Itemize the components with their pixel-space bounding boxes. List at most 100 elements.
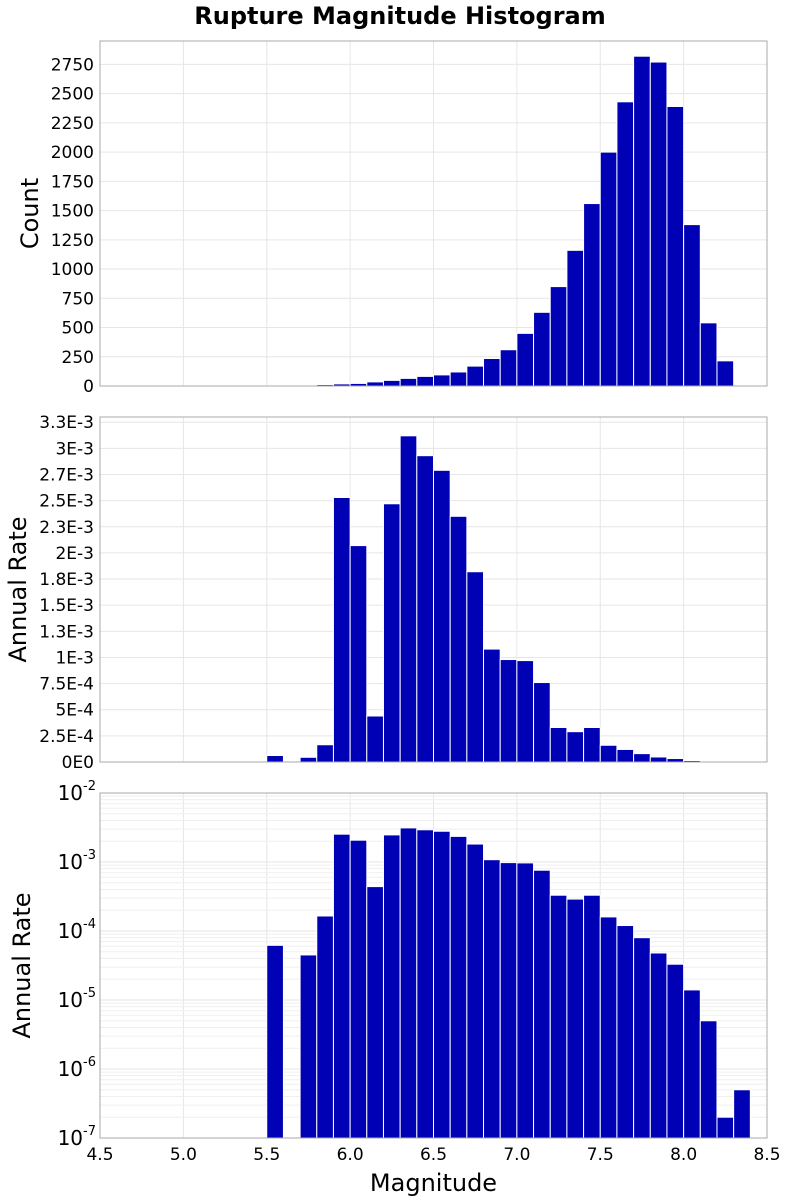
histogram-bar xyxy=(382,834,401,1139)
histogram-bar xyxy=(416,455,435,763)
y-tick-label: 7.5E-4 xyxy=(39,675,94,695)
histogram-bar xyxy=(566,731,585,763)
histogram-bar xyxy=(533,682,551,763)
plot-frame xyxy=(99,40,768,387)
histogram-bar xyxy=(349,839,368,1139)
y-tick-base: 10 xyxy=(58,988,83,1012)
histogram-bar xyxy=(366,381,384,387)
y-tick-label: 1500 xyxy=(51,202,94,222)
histogram-bar xyxy=(649,952,668,1139)
x-tick-label: 6.5 xyxy=(420,1145,447,1165)
histogram-bar xyxy=(549,727,568,763)
y-axis-label: Annual Rate xyxy=(8,892,36,1038)
histogram-bar xyxy=(633,55,651,387)
histogram-bar xyxy=(583,727,601,763)
histogram-bar xyxy=(416,829,435,1139)
histogram-bar xyxy=(466,571,485,763)
y-tick-exponent: -6 xyxy=(83,1055,96,1070)
histogram-bar xyxy=(616,925,635,1139)
y-tick-base: 10 xyxy=(58,850,83,874)
histogram-bar xyxy=(332,497,351,763)
y-tick-label: 0 xyxy=(83,377,94,397)
histogram-bar xyxy=(516,862,535,1139)
histogram-bar xyxy=(433,469,451,763)
histogram-bar xyxy=(716,360,735,387)
x-tick-label: 8.0 xyxy=(670,1145,697,1165)
y-tick-base: 10 xyxy=(58,919,83,943)
histogram-bar xyxy=(599,151,618,387)
y-tick-label: 2E-3 xyxy=(55,544,94,564)
histogram-bar xyxy=(616,748,635,763)
histogram-bar xyxy=(566,249,585,387)
histogram-bar xyxy=(483,648,501,763)
chart-panels: 0 250 500 750 1000 1250 1500 1750 2000 2250 2500 27… xyxy=(4,40,781,1197)
histogram-bar xyxy=(633,753,651,763)
histogram-bar xyxy=(382,379,401,387)
histogram-bar xyxy=(266,755,284,763)
histogram-bar xyxy=(716,1116,735,1139)
histogram-bar xyxy=(666,758,685,763)
histogram-bar xyxy=(666,963,685,1139)
histogram-bar xyxy=(366,886,384,1139)
histogram-bar xyxy=(499,862,518,1139)
y-tick-label: 2.5E-4 xyxy=(39,727,94,747)
y-tick-label: 2750 xyxy=(51,55,94,75)
histogram-bar xyxy=(266,944,284,1139)
y-tick-base: 10 xyxy=(58,1057,83,1081)
y-tick-exponent: -2 xyxy=(83,779,96,794)
histogram-bar xyxy=(299,756,318,763)
histogram-bar xyxy=(666,105,685,387)
y-tick-label: 2000 xyxy=(51,143,94,163)
y-tick-exponent: -5 xyxy=(83,986,96,1001)
y-tick-label: 10-2 xyxy=(58,779,96,805)
y-tick-label: 2.7E-3 xyxy=(39,466,94,486)
histogram-bar xyxy=(649,61,668,387)
histogram-bar xyxy=(366,715,384,763)
histogram-bar xyxy=(516,660,535,763)
histogram-bar xyxy=(449,371,468,387)
histogram-bar xyxy=(566,898,585,1139)
histogram-bar xyxy=(466,365,485,387)
histogram-bar xyxy=(583,203,601,387)
x-tick-label: 8.5 xyxy=(753,1145,780,1165)
y-tick-label: 1E-3 xyxy=(55,648,94,668)
y-tick-base: 10 xyxy=(58,781,83,805)
histogram-bar xyxy=(733,1089,751,1139)
histogram-bar xyxy=(599,744,618,763)
y-tick-label: 2500 xyxy=(51,85,94,105)
histogram-bar xyxy=(316,915,334,1139)
histogram-bar xyxy=(599,916,618,1139)
x-tick-label: 5.5 xyxy=(253,1145,280,1165)
histogram-bar xyxy=(316,744,334,763)
y-tick-label: 2.3E-3 xyxy=(39,518,94,538)
y-tick-label: 750 xyxy=(62,289,94,309)
figure-title: Rupture Magnitude Histogram xyxy=(194,2,606,30)
histogram-bar xyxy=(483,358,501,387)
y-tick-label: 1.5E-3 xyxy=(39,596,94,616)
y-tick-label: 0E0 xyxy=(62,753,94,773)
y-tick-label: 10-3 xyxy=(58,848,96,874)
y-tick-label: 10-7 xyxy=(58,1124,96,1150)
y-tick-label: 2.5E-3 xyxy=(39,492,94,512)
y-tick-exponent: -4 xyxy=(83,917,96,932)
y-tick-exponent: -7 xyxy=(83,1124,96,1139)
histogram-bar xyxy=(433,830,451,1139)
histogram-bar xyxy=(399,435,418,763)
histogram-bar xyxy=(416,375,435,387)
histogram-bar xyxy=(616,101,635,387)
histogram-bar xyxy=(399,377,418,387)
y-tick-exponent: -3 xyxy=(83,848,96,863)
histogram-bar xyxy=(549,894,568,1139)
histogram-bar xyxy=(699,1020,718,1139)
plot-frame xyxy=(99,416,768,763)
plot-frame xyxy=(99,792,768,1139)
histogram-bar xyxy=(649,756,668,763)
x-tick-label: 7.0 xyxy=(503,1145,530,1165)
histogram-bar xyxy=(683,224,701,387)
histogram-bar xyxy=(299,954,318,1139)
y-tick-label: 1.3E-3 xyxy=(39,622,94,642)
histogram-bar xyxy=(533,311,551,387)
y-tick-label: 1.8E-3 xyxy=(39,570,94,590)
